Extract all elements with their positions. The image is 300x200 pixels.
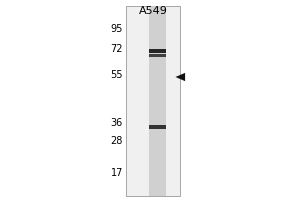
Text: 36: 36 <box>111 118 123 128</box>
Polygon shape <box>176 73 185 81</box>
Bar <box>126 6 180 196</box>
Text: 95: 95 <box>111 24 123 34</box>
Text: 55: 55 <box>110 70 123 80</box>
Bar <box>149 54 166 57</box>
Text: 17: 17 <box>111 168 123 178</box>
Text: A549: A549 <box>139 6 167 16</box>
Text: 28: 28 <box>111 136 123 146</box>
Bar <box>149 49 166 53</box>
Bar <box>149 125 166 129</box>
Bar <box>149 6 166 196</box>
Text: 72: 72 <box>110 44 123 54</box>
